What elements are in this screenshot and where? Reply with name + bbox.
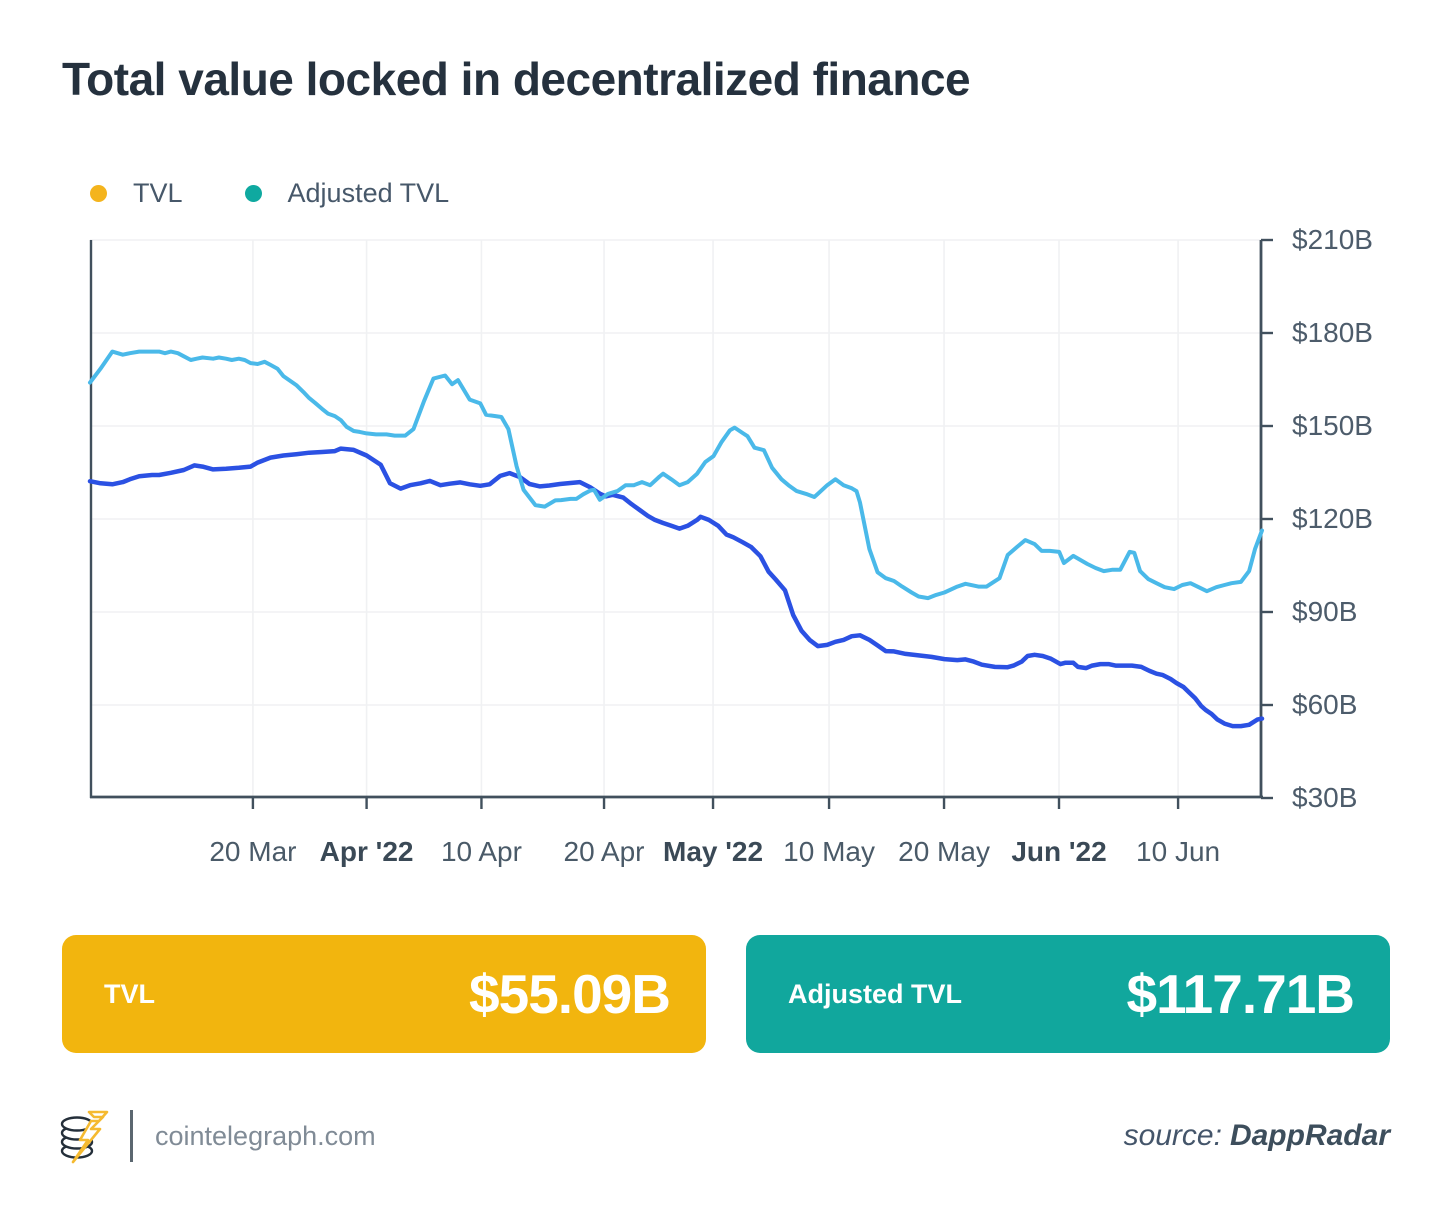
tvl-card-value: $55.09B (469, 963, 671, 1025)
x-axis-label: 20 Mar (209, 836, 297, 867)
x-axis-label: Jun '22 (1011, 836, 1107, 867)
legend-item-adjusted-tvl: Adjusted TVL (244, 178, 450, 209)
tvl-card: TVL $55.09B (62, 935, 706, 1053)
chart-svg (87, 238, 1273, 809)
tvl-legend-dot-icon (90, 185, 107, 202)
adjusted-tvl-legend-dot-icon (244, 185, 262, 202)
source-credit: source: DappRadar (1124, 1119, 1390, 1153)
x-axis-label: 10 Apr (440, 836, 522, 867)
footer: cointelegraph.com source: DappRadar (58, 1104, 1390, 1168)
y-axis-label: $210B (1292, 224, 1373, 255)
adjusted-tvl-card-label: Adjusted TVL (788, 978, 962, 1009)
legend-label-adjusted-tvl: Adjusted TVL (287, 178, 450, 208)
x-axis-label: 20 Apr (563, 836, 645, 867)
tvl-card-label: TVL (104, 978, 155, 1009)
source-prefix: source: (1123, 1119, 1222, 1152)
footer-site: cointelegraph.com (155, 1120, 376, 1151)
page-title: Total value locked in decentralized fina… (62, 53, 971, 105)
legend-item-tvl: TVL (90, 178, 183, 209)
summary-cards: TVL $55.09B Adjusted TVL $117.71B (62, 935, 1390, 1053)
y-axis-label: $60B (1292, 689, 1358, 720)
x-axis-label: Apr '22 (319, 836, 414, 867)
x-axis-label: 10 May (783, 836, 875, 867)
y-axis-label: $180B (1292, 317, 1373, 348)
y-axis-label: $120B (1292, 503, 1373, 534)
chart-legend: TVL Adjusted TVL (90, 178, 449, 209)
y-axis-label: $90B (1292, 596, 1358, 627)
x-axis-label: 10 Jun (1136, 836, 1221, 867)
source-name: DappRadar (1229, 1119, 1390, 1152)
line-chart: $210B $180B $150B $120B $90B $60B $30B 20 Mar A… (87, 224, 1373, 867)
adjusted-tvl-card: Adjusted TVL $117.71B (746, 935, 1390, 1053)
x-axis-label: May '22 (663, 836, 764, 867)
y-axis-label: $150B (1292, 410, 1373, 441)
y-axis-label: $30B (1292, 782, 1358, 813)
legend-label-tvl: TVL (133, 178, 183, 208)
cointelegraph-logo-icon (60, 1110, 109, 1164)
footer-divider (130, 1110, 133, 1162)
adjusted-tvl-card-value: $117.71B (1126, 963, 1355, 1025)
x-axis-label: 20 May (898, 836, 990, 867)
